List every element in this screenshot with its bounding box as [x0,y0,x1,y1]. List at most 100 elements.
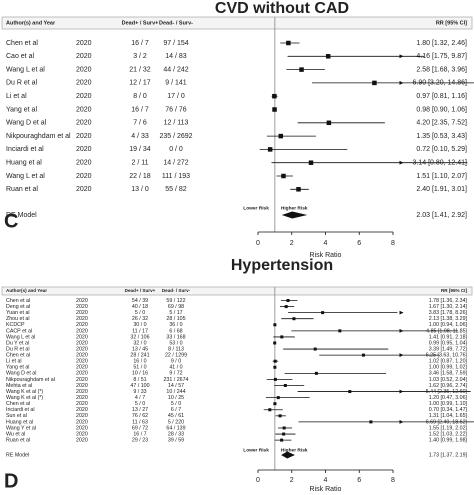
point-estimate [284,305,288,309]
study-name: Wang K et al (*) [6,395,43,401]
dead-pos: 3 / 2 [133,53,147,60]
study-name: Du R et al [6,80,38,87]
x-tick-label: 8 [391,240,395,247]
dead-pos: 7 / 6 [133,120,147,127]
dead-pos: 69 / 72 [132,425,148,431]
point-estimate [325,54,331,59]
dead-neg: 33 / 168 [166,334,185,340]
study-name: Mehta et al [6,383,32,389]
study-name: Ruan et al [6,438,30,444]
dead-pos: 16 / 0 [133,359,146,365]
study-name: Wang L et al [6,66,45,73]
ci-label: 0.98 [0.90, 1.06] [416,106,467,113]
study-name: Du Y et al [6,340,29,346]
summary-diamond [281,451,295,459]
summary-label: RE Model [6,452,29,458]
ci-label: 3.83 [1.78, 8.26] [429,310,468,316]
study-name: KCDCP [6,322,25,328]
study-name: Wang L et al [6,173,45,180]
ci-label: 1.62 [0.96, 2.74] [429,383,468,389]
x-tick-label: 8 [391,477,395,484]
point-estimate [273,377,277,381]
x-tick-label: 4 [324,477,328,484]
study-name: Nikpouraghdam et al [6,133,71,140]
dead-pos: 76 / 62 [132,413,148,419]
study-name: Wang Y et al [6,425,36,431]
study-year: 2020 [76,371,88,377]
dead-pos: 30 / 0 [133,322,146,328]
ci-label: 1.35 [0.53, 3.43] [416,133,467,140]
dead-neg: 9 / 0 [171,359,181,365]
study-year: 2020 [76,298,88,304]
study-year: 2020 [76,328,88,334]
study-year: 2020 [76,425,88,431]
ci-label: 1.00 [0.94, 1.06] [429,322,468,328]
panel-label: C [4,210,18,232]
ci-label: 3.14 [0.80, 12.41] [413,160,468,167]
plot-area [259,40,474,192]
dead-neg: 76 / 76 [165,106,187,113]
study-name: Inciardi et al [6,407,35,413]
dead-pos: 11 / 63 [132,419,148,425]
ci-label: 1.55 [1.19, 2.02] [429,425,468,431]
dead-neg: 22 / 1299 [165,353,187,359]
ci-label: 1.00 [0.99, 1.02] [429,365,468,371]
dead-pos: 11 / 17 [132,328,148,334]
dead-pos: 21 / 32 [129,66,151,73]
higher-risk-label: Higher Risk [281,205,308,211]
dead-neg: 97 / 154 [163,40,188,47]
point-estimate [273,365,277,369]
dead-neg: 55 / 82 [165,186,187,193]
study-year: 2020 [76,438,88,444]
point-estimate [268,408,272,412]
point-estimate [286,299,290,302]
point-estimate [299,67,304,72]
ci-label: 1.67 [1.30, 2.14] [429,304,468,310]
dead-pos: 5 / 0 [135,310,145,316]
ci-label: 6.25 [3.63, 10.76] [426,353,468,359]
dead-pos: 4 / 33 [131,133,149,140]
point-estimate [273,359,277,363]
study-name: Yang et al [6,106,37,113]
dead-neg: 0 / 0 [169,146,183,153]
dead-pos: 13 / 45 [132,346,148,352]
x-tick-label: 0 [256,477,260,484]
ci-label: 6.69 [2.40, 18.62] [426,419,468,425]
dead-pos: 16 / 7 [131,106,149,113]
dead-pos: 26 / 32 [132,316,148,322]
dead-neg: 5 / 220 [168,419,184,425]
study-name: Wang L et al [6,334,35,340]
header-band [1,16,473,30]
dead-pos: 9 / 33 [133,389,146,395]
column-header: Dead- / Surv- [162,288,191,293]
study-name: Chen et al [6,40,38,47]
point-estimate [273,323,277,327]
study-name: Huang et al [6,160,42,167]
study-year: 2020 [76,93,92,100]
study-name: Deng et al [6,304,30,310]
point-estimate [272,107,277,112]
dead-pos: 19 / 34 [129,146,151,153]
dead-neg: 9 / 141 [165,80,187,87]
dead-neg: 28 / 105 [166,316,185,322]
ci-label: 1.03 [0.52, 2.04] [429,377,468,383]
point-estimate [369,420,373,424]
point-estimate [278,414,282,418]
point-estimate [286,40,291,46]
study-name: Wang D et al [6,120,47,127]
study-year: 2020 [76,359,88,365]
study-name: Inciardi et al [6,146,44,153]
point-estimate [292,317,296,321]
dead-pos: 4 / 7 [135,395,145,401]
study-name: Yang et al [6,365,29,371]
dead-neg: 59 / 122 [166,298,185,304]
dead-pos: 8 / 0 [133,93,147,100]
dead-pos: 8 / 51 [133,377,146,383]
ci-label: 1.41 [0.91, 2.18] [429,334,468,340]
dead-pos: 32 / 106 [130,334,149,340]
header-band [1,286,473,296]
dead-neg: 12 / 113 [164,120,189,127]
point-estimate [308,160,314,165]
ci-label: 4.20 [2.35, 7.52] [416,120,467,127]
